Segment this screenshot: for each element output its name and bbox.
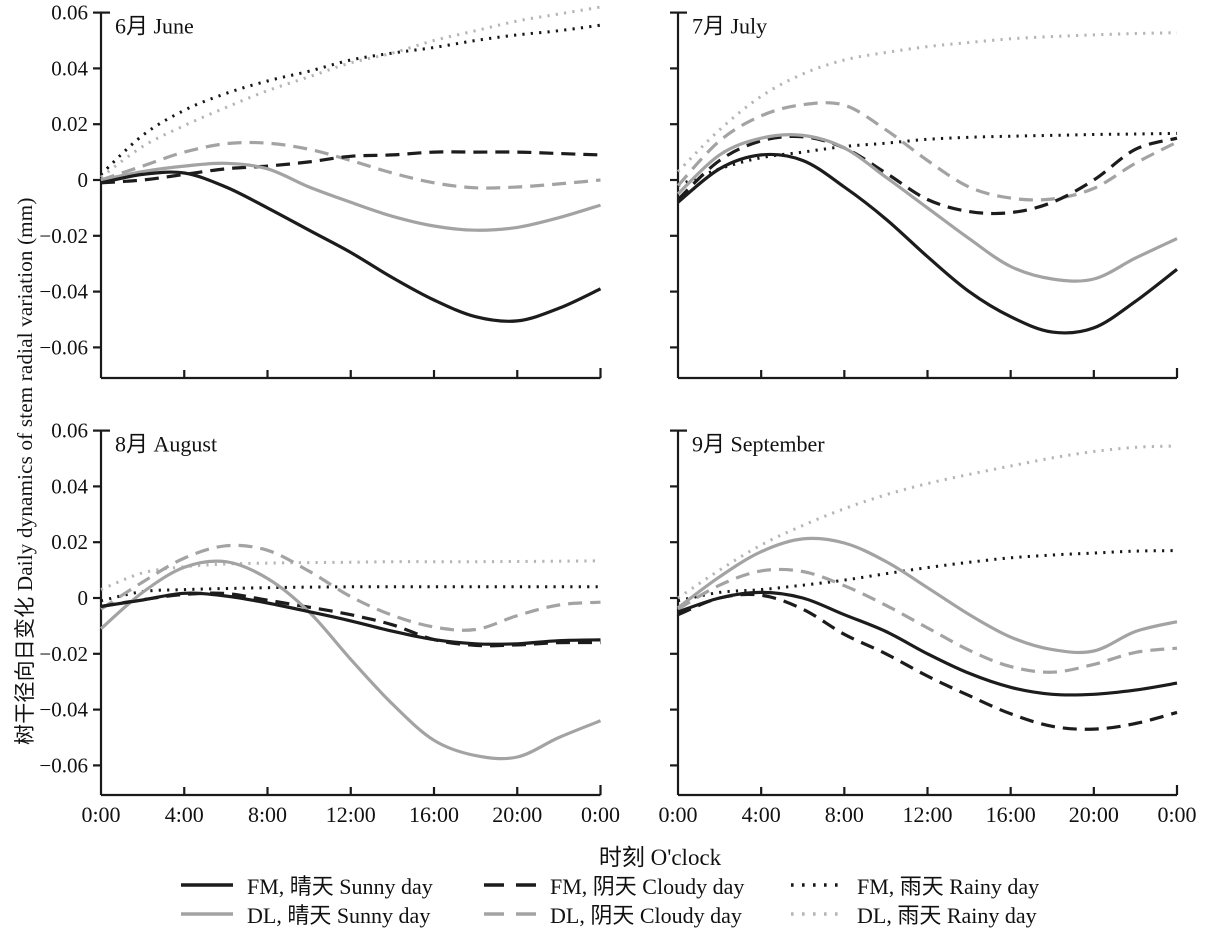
x-tick-label: 20:00 [492, 802, 542, 827]
dotted-line-swatch-icon [791, 911, 843, 916]
dotted-line-swatch-icon [791, 882, 843, 887]
legend-item: DL, 晴天 Sunny day [180, 898, 483, 930]
y-tick-label: −0.04 [39, 698, 88, 722]
curve-september-dashed-fm [677, 592, 1178, 731]
x-tick-label: 16:00 [986, 802, 1036, 827]
legend-item: DL, 阴天 Cloudy day [483, 898, 790, 930]
y-tick-label: 0.02 [51, 112, 88, 136]
curve-july-dotted-dl_dotted [676, 31, 1178, 173]
legend-row-0: FM, 晴天 Sunny day FM, 阴天 Cloudy day FM, 雨天 … [0, 870, 1206, 899]
panel-september: 0:00 4:00 8:00 12:00 16:00 20:00 0:00 9月 Septem… [658, 429, 1197, 827]
curve-august-solid-dl [99, 559, 602, 761]
solid-line-swatch-icon [181, 882, 233, 887]
legend-label: DL, 晴天 Sunny day [247, 902, 431, 928]
x-tick-label: 12:00 [902, 802, 952, 827]
x-axis-label: 时刻 O'clock [598, 845, 722, 870]
panel-title-september: 9月 September [692, 432, 825, 457]
panel-august: 0.06 0.04 0.02 0 −0.02 −0.04 −0.06 0:00 4:00 8:00… [39, 419, 620, 827]
x-tick-label: 0:00 [581, 802, 620, 827]
legend: FM, 晴天 Sunny day FM, 阴天 Cloudy day FM, 雨天 … [0, 870, 1206, 928]
x-tick-label: 0:00 [81, 802, 120, 827]
legend-item: FM, 晴天 Sunny day [180, 869, 483, 901]
x-tick-label: 20:00 [1069, 802, 1119, 827]
curve-june-solid-fm [100, 170, 602, 323]
x-tick-label: 8:00 [825, 802, 864, 827]
solid-line-swatch-icon [181, 911, 233, 916]
legend-label: DL, 阴天 Cloudy day [550, 902, 742, 928]
x-tick-label: 16:00 [409, 802, 459, 827]
x-tick-label: 0:00 [658, 802, 697, 827]
plots-svg: 0.06 0.04 0.02 0 −0.02 −0.04 −0.06 6月 June 7月 Ju… [39, 1, 1197, 827]
curve-june-dashed-fm [100, 150, 601, 185]
curve-july-solid-fm [676, 152, 1178, 335]
panel-title-august: 8月 August [115, 432, 217, 457]
dashed-line-swatch-icon [484, 882, 536, 887]
curve-september-solid-fm [677, 590, 1178, 697]
curve-july-dotted-fm_dotted [677, 131, 1178, 187]
legend-label: FM, 雨天 Rainy day [857, 873, 1040, 899]
curve-june-solid-dl [100, 161, 601, 232]
x-tick-label: 0:00 [1157, 802, 1196, 827]
y-tick-label: −0.02 [39, 224, 88, 248]
dashed-line-swatch-icon [484, 911, 536, 916]
legend-item: FM, 阴天 Cloudy day [483, 869, 790, 901]
curve-september-dotted-fm_dotted [677, 549, 1178, 603]
panel-june: 0.06 0.04 0.02 0 −0.02 −0.04 −0.06 6月 June [39, 1, 602, 380]
y-tick-label: 0.04 [51, 56, 88, 80]
curve-august-dotted-fm_dotted [100, 585, 601, 603]
y-tick-label: 0.04 [51, 474, 88, 498]
x-tick-label: 4:00 [165, 802, 204, 827]
panel-title-july: 7月 July [692, 14, 767, 39]
curve-august-dotted-dl_dotted [100, 559, 601, 591]
curve-september-dashed-dl [677, 567, 1178, 674]
curve-july-dashed-fm [676, 134, 1178, 216]
y-tick-label: −0.06 [39, 753, 88, 777]
legend-item: DL, 雨天 Rainy day [790, 898, 1037, 930]
y-tick-label: 0 [78, 586, 89, 610]
legend-label: FM, 晴天 Sunny day [247, 873, 433, 899]
curve-september-dotted-dl_dotted [677, 444, 1178, 600]
curve-july-solid-dl [676, 133, 1178, 283]
legend-label: FM, 阴天 Cloudy day [550, 873, 745, 899]
curve-august-dashed-dl [100, 543, 601, 632]
curve-september-solid-dl [677, 536, 1178, 655]
curve-july-dashed-dl [676, 101, 1178, 202]
legend-row-1: DL, 晴天 Sunny day DL, 阴天 Cloudy day DL, 雨天 … [0, 899, 1206, 928]
x-tick-label: 12:00 [326, 802, 376, 827]
y-tick-label: −0.02 [39, 642, 88, 666]
x-tick-label: 8:00 [248, 802, 287, 827]
y-tick-label: −0.04 [39, 280, 88, 304]
legend-item: FM, 雨天 Rainy day [790, 869, 1039, 901]
y-tick-label: −0.06 [39, 335, 88, 359]
x-tick-label: 4:00 [742, 802, 781, 827]
y-tick-label: 0.06 [51, 1, 88, 25]
y-tick-label: 0 [78, 168, 89, 192]
panel-title-june: 6月 June [115, 14, 194, 39]
y-tick-label: 0.02 [51, 530, 88, 554]
curve-june-dashed-dl [100, 140, 601, 190]
curve-august-solid-fm [100, 591, 601, 646]
panel-july: 7月 July [670, 11, 1179, 380]
legend-label: DL, 雨天 Rainy day [857, 902, 1037, 928]
y-tick-label: 0.06 [51, 419, 88, 443]
